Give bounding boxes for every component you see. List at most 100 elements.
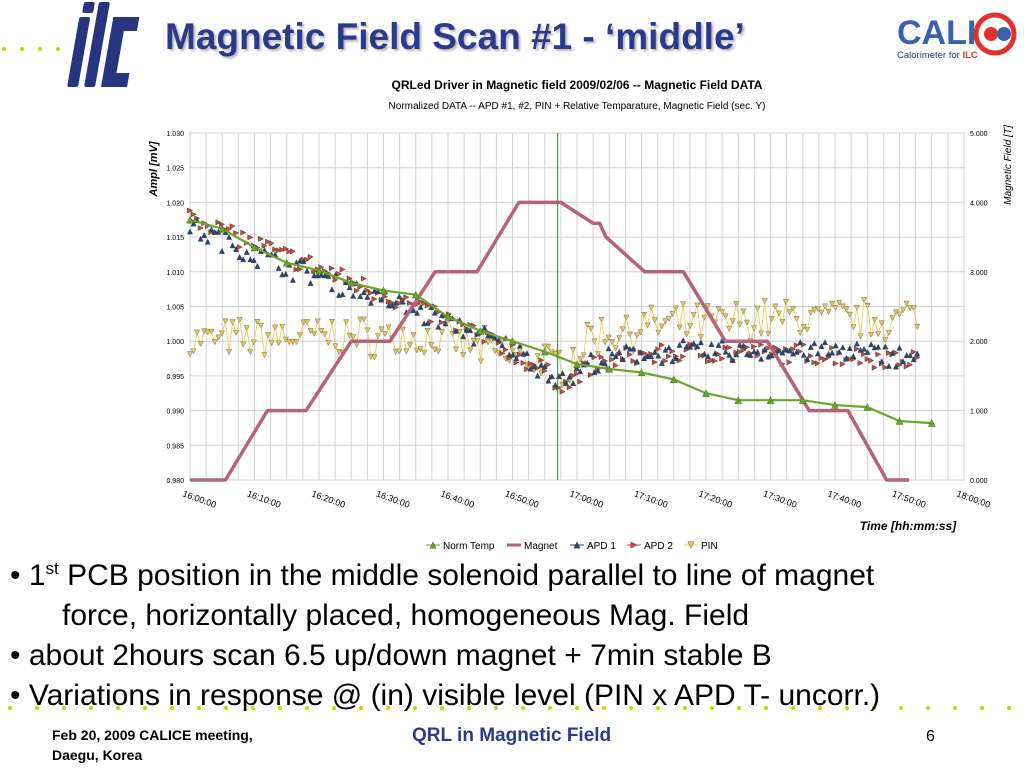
series-line-segment xyxy=(760,301,766,334)
data-point xyxy=(843,354,850,361)
series-line-segment xyxy=(782,301,787,322)
data-point xyxy=(435,323,442,330)
data-point xyxy=(328,286,335,293)
data-point xyxy=(896,361,903,368)
legend-label: Magnet xyxy=(524,541,558,552)
series-line-segment xyxy=(200,331,205,345)
legend-swatch-marker xyxy=(630,541,638,549)
x-tick-label: 17:30:00 xyxy=(762,488,798,509)
data-point xyxy=(332,276,339,283)
series-line-segment xyxy=(459,331,464,356)
norm-temp-point xyxy=(347,278,356,287)
x-tick-label: 16:30:00 xyxy=(375,488,411,509)
data-point xyxy=(768,352,775,359)
series-line-segment xyxy=(757,308,762,334)
data-point xyxy=(414,309,421,316)
data-point xyxy=(524,350,531,357)
norm-temp-point xyxy=(282,258,291,267)
data-point xyxy=(545,377,552,384)
footer-meeting-line2: Daegu, Korea xyxy=(52,747,143,763)
data-point xyxy=(793,348,800,355)
legend-swatch-marker xyxy=(429,541,437,549)
svg-text:CALI: CALI xyxy=(897,14,976,52)
x-tick-label: 16:40:00 xyxy=(439,488,475,509)
data-point xyxy=(658,359,665,366)
y-tick-label: 1.030 xyxy=(166,131,184,138)
data-point xyxy=(385,302,392,309)
data-point xyxy=(839,344,846,351)
y2-tick-label: 1.000 xyxy=(970,409,988,416)
series-line-segment xyxy=(583,324,588,356)
y2-tick-label: 0.000 xyxy=(970,478,988,485)
data-point xyxy=(836,348,843,355)
data-point xyxy=(247,256,254,263)
data-point xyxy=(357,292,364,299)
calice-logo: CALI xyxy=(897,12,1017,56)
data-point xyxy=(275,247,282,254)
data-point xyxy=(754,348,761,355)
data-point xyxy=(534,372,541,379)
data-point xyxy=(495,336,502,343)
series-line-segment xyxy=(913,308,918,327)
data-point xyxy=(637,349,644,356)
data-point xyxy=(740,308,747,315)
norm-temp-point xyxy=(895,417,904,425)
series-line-segment xyxy=(806,312,812,330)
data-point xyxy=(513,359,520,366)
data-point xyxy=(793,316,800,323)
legend-label: PIN xyxy=(701,541,718,552)
series-line-segment xyxy=(437,331,443,352)
series-line-segment xyxy=(888,317,893,333)
data-point xyxy=(247,234,254,241)
data-point xyxy=(623,314,630,321)
data-point xyxy=(293,266,300,273)
x-tick-label: 16:20:00 xyxy=(310,488,346,509)
norm-temp-point xyxy=(315,266,323,275)
y-tick-label: 1.005 xyxy=(166,305,184,312)
data-point xyxy=(882,364,889,371)
data-point xyxy=(570,379,577,386)
data-point xyxy=(875,343,882,350)
data-point xyxy=(481,324,488,331)
data-point xyxy=(197,225,204,232)
x-tick-label: 17:50:00 xyxy=(891,488,927,509)
x-axis-title: Time [hh:mm:ss] xyxy=(860,519,957,533)
data-point xyxy=(403,294,410,301)
data-point xyxy=(186,228,194,235)
data-point xyxy=(229,242,236,249)
slide-title: Magnetic Field Scan #1 - ‘middle’ xyxy=(165,16,745,57)
data-point xyxy=(208,226,215,233)
y-tick-label: 1.000 xyxy=(166,339,184,346)
y-axis-title: Ampl [mV] xyxy=(148,141,160,197)
data-point xyxy=(839,361,846,368)
data-point xyxy=(903,363,910,370)
data-point xyxy=(368,289,375,296)
data-point xyxy=(417,303,424,310)
data-point xyxy=(609,339,616,346)
data-point xyxy=(814,306,821,313)
series-line-segment xyxy=(423,330,429,353)
data-point xyxy=(712,349,719,356)
data-point xyxy=(573,365,580,372)
data-point xyxy=(722,348,729,355)
legend-label: APD 1 xyxy=(587,541,616,552)
data-point xyxy=(240,229,247,236)
calice-subtitle-ilc: ILC xyxy=(962,50,978,61)
series-line-segment xyxy=(221,321,226,334)
norm-temp-point xyxy=(573,360,581,368)
data-point xyxy=(236,244,243,251)
data-point xyxy=(793,342,800,349)
data-point xyxy=(282,245,289,252)
data-point xyxy=(289,276,296,283)
series-line-segment xyxy=(242,328,248,345)
bullet-2: • about 2hours scan 6.5 up/down magnet +… xyxy=(10,639,772,672)
data-point xyxy=(712,357,719,364)
data-point xyxy=(662,357,669,364)
data-point xyxy=(623,343,630,350)
data-point xyxy=(552,381,559,388)
data-point xyxy=(761,346,768,353)
data-point xyxy=(743,351,750,358)
data-point xyxy=(584,322,591,329)
series-line-segment xyxy=(455,331,461,350)
data-point xyxy=(815,360,822,367)
